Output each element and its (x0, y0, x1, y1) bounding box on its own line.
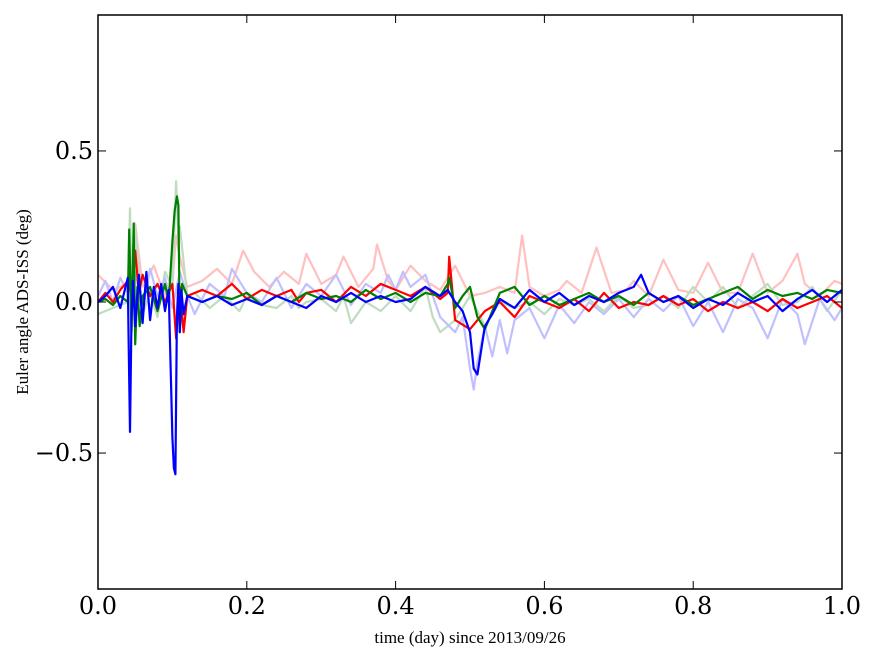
y-tick-label: 0.0 (55, 288, 93, 316)
x-tick-label: 1.0 (823, 592, 861, 620)
x-tick-label: 0.8 (674, 592, 712, 620)
y-axis-label: Euler angle ADS-ISS (deg) (13, 209, 32, 395)
series-line-2 (98, 180, 842, 334)
x-tick-label: 0.0 (79, 592, 117, 620)
y-tick-label: 0.5 (55, 137, 93, 165)
x-tick-label: 0.4 (377, 592, 415, 620)
y-tick-label: −0.5 (35, 439, 93, 467)
series-line-1 (98, 222, 842, 298)
x-tick-label: 0.6 (525, 592, 563, 620)
tick-layer: 0.0 0.2 0.4 0.6 0.8 1.0 −0.5 0.0 0.5 (35, 15, 861, 620)
x-axis-label: time (day) since 2013/09/26 (374, 628, 565, 647)
series-layer (98, 180, 842, 476)
series-line-6 (98, 270, 842, 476)
x-tick-label: 0.2 (228, 592, 266, 620)
